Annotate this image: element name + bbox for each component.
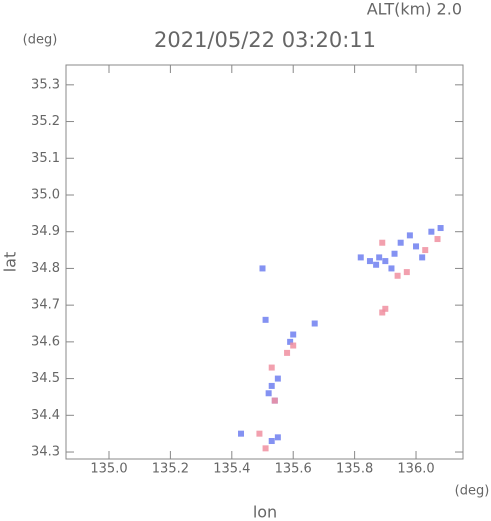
echo-cell xyxy=(268,382,275,389)
y-unit: (deg) xyxy=(23,33,58,48)
echo-cell xyxy=(382,305,389,312)
echo-cell xyxy=(391,250,398,257)
x-tick-label: 135.6 xyxy=(275,462,312,477)
y-tick-label: 34.5 xyxy=(31,371,60,386)
echo-cell xyxy=(419,254,426,261)
echo-cell xyxy=(379,309,386,316)
echo-cell xyxy=(268,438,275,445)
y-axis-label: lat xyxy=(1,252,20,273)
echo-cell xyxy=(428,228,435,235)
x-tick-label: 135.2 xyxy=(152,462,189,477)
echo-cell xyxy=(262,316,269,323)
y-tick-label: 34.3 xyxy=(31,445,60,460)
echo-cell xyxy=(238,430,245,437)
echo-cell xyxy=(290,331,297,338)
echo-cell xyxy=(290,342,297,349)
echo-cell xyxy=(274,375,281,382)
echo-cell xyxy=(394,272,401,279)
echo-cell xyxy=(413,243,420,250)
x-tick-label: 136.0 xyxy=(397,462,434,477)
echo-cell xyxy=(357,254,364,261)
echo-cell xyxy=(403,269,410,276)
echo-cell xyxy=(287,338,294,345)
y-tick-label: 35.0 xyxy=(31,187,60,202)
y-tick-label: 35.2 xyxy=(31,114,60,129)
echo-cell xyxy=(373,261,380,268)
echo-cell xyxy=(388,265,395,272)
echo-cell xyxy=(256,430,263,437)
echo-cell xyxy=(437,225,444,232)
x-unit: (deg) xyxy=(455,484,490,499)
x-axis-label: lon xyxy=(253,503,277,521)
x-tick-label: 135.8 xyxy=(336,462,373,477)
echo-cell xyxy=(265,390,272,397)
echo-cell xyxy=(274,434,281,441)
y-tick-label: 34.8 xyxy=(31,261,60,276)
altitude-label: ALT(km) 2.0 xyxy=(367,0,462,19)
plot-frame xyxy=(65,64,464,460)
echo-cell xyxy=(376,254,383,261)
x-tick-label: 135.4 xyxy=(213,462,250,477)
y-tick-label: 34.6 xyxy=(31,334,60,349)
echo-cell xyxy=(311,320,318,327)
echo-cell xyxy=(379,239,386,246)
echo-cell xyxy=(397,239,404,246)
echo-cell xyxy=(268,364,275,371)
echo-cell xyxy=(271,397,278,404)
echo-cell xyxy=(382,258,389,265)
echo-cell xyxy=(262,445,269,452)
y-tick-label: 35.3 xyxy=(31,77,60,92)
chart-title: 2021/05/22 03:20:11 xyxy=(154,28,376,52)
y-tick-label: 34.7 xyxy=(31,298,60,313)
y-tick-label: 34.9 xyxy=(31,224,60,239)
x-tick-label: 135.0 xyxy=(90,462,127,477)
echo-cell xyxy=(406,232,413,239)
echo-cell xyxy=(434,236,441,243)
y-tick-label: 35.1 xyxy=(31,151,60,166)
echo-cell xyxy=(259,265,266,272)
echo-cell xyxy=(366,258,373,265)
echo-cell xyxy=(422,247,429,254)
y-tick-label: 34.4 xyxy=(31,408,60,423)
echo-cell xyxy=(284,349,291,356)
